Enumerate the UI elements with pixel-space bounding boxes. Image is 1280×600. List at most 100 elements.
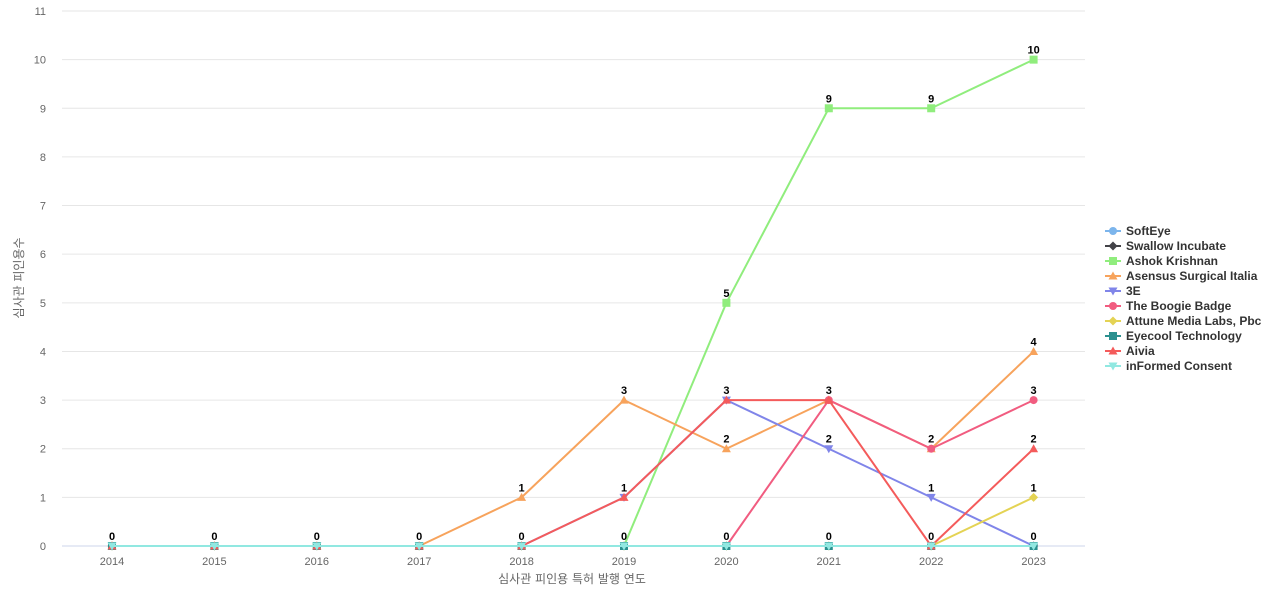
data-label: 9 (928, 93, 934, 105)
data-label: 3 (621, 385, 627, 397)
series-line (112, 399, 1035, 547)
data-point (1029, 542, 1039, 551)
legend-item[interactable]: Eyecool Technology (1105, 329, 1242, 343)
data-point (619, 395, 629, 404)
legend-label: Attune Media Labs, Pbc (1126, 314, 1262, 328)
data-label: 4 (1031, 336, 1038, 348)
data-label: 0 (928, 531, 934, 543)
data-point (721, 444, 731, 453)
y-tick-label: 9 (40, 103, 46, 115)
data-label: 5 (723, 288, 729, 300)
data-label: 0 (109, 531, 115, 543)
series-layer (107, 55, 1039, 551)
data-point (312, 542, 322, 551)
data-point (619, 542, 629, 551)
legend-item[interactable]: Ashok Krishnan (1105, 254, 1218, 268)
y-tick-label: 0 (40, 541, 46, 553)
x-tick-label: 2021 (817, 556, 841, 568)
data-point (824, 395, 834, 404)
legend-symbol (1109, 332, 1117, 340)
data-point (721, 542, 731, 551)
series-line (112, 399, 1035, 547)
data-point (824, 104, 833, 113)
data-label: 0 (1031, 531, 1037, 543)
legend-symbol (1108, 346, 1118, 355)
legend-item[interactable]: The Boogie Badge (1105, 299, 1232, 313)
data-label: 1 (519, 482, 525, 494)
data-label: 3 (826, 385, 832, 397)
data-point (619, 492, 629, 501)
legend-symbol (1108, 362, 1118, 371)
data-point (1029, 492, 1039, 502)
y-tick-label: 4 (40, 346, 46, 358)
data-point (926, 493, 936, 502)
series-the-boogie-badge (108, 396, 1038, 550)
data-point (517, 542, 527, 551)
legend-item[interactable]: 3E (1105, 284, 1141, 298)
x-tick-label: 2022 (919, 556, 943, 568)
data-point (927, 104, 936, 113)
series-aivia (107, 395, 1039, 550)
legend-symbol (1108, 271, 1118, 280)
data-label: 0 (519, 531, 525, 543)
data-label: 2 (1031, 434, 1037, 446)
data-point (517, 492, 527, 501)
x-tick-label: 2016 (305, 556, 329, 568)
data-point (722, 298, 731, 307)
legend-symbol (1109, 257, 1117, 265)
data-point (721, 395, 731, 404)
data-point (926, 542, 936, 551)
data-label: 10 (1027, 45, 1039, 57)
data-point (209, 542, 219, 551)
y-tick-label: 8 (40, 152, 46, 164)
legend-item[interactable]: Aivia (1105, 344, 1155, 358)
y-axis-title: 심사관 피인용수 (12, 237, 26, 318)
x-tick-label: 2018 (509, 556, 533, 568)
legend-item[interactable]: inFormed Consent (1105, 359, 1232, 373)
y-tick-label: 3 (40, 395, 46, 407)
legend-label: The Boogie Badge (1126, 299, 1232, 313)
x-tick-label: 2017 (407, 556, 431, 568)
series-informed-consent (107, 542, 1039, 551)
legend-symbol (1108, 241, 1118, 251)
legend-symbol (1109, 302, 1117, 310)
x-axis-ticks: 2014 2015 2016 2017 2018 2019 2020 2021 2022 2023 (100, 556, 1046, 568)
data-label: 2 (928, 434, 934, 446)
data-label: 0 (723, 531, 729, 543)
y-axis-ticks: 0 1 2 3 4 5 6 7 8 9 10 11 (34, 6, 46, 553)
y-tick-label: 1 (40, 492, 46, 504)
data-point (414, 542, 424, 551)
data-label: 9 (826, 93, 832, 105)
legend-item[interactable]: SoftEye (1105, 224, 1171, 238)
data-label: 1 (1031, 482, 1037, 494)
grid-lines (62, 10, 1085, 547)
legend-item[interactable]: Asensus Surgical Italia (1105, 269, 1258, 283)
legend-symbol (1108, 287, 1118, 296)
x-tick-label: 2014 (100, 556, 124, 568)
data-point (824, 445, 834, 454)
series-3e (107, 396, 1039, 551)
legend-label: Ashok Krishnan (1126, 254, 1218, 268)
data-point (1029, 346, 1039, 355)
data-label: 1 (928, 482, 934, 494)
data-label: 0 (211, 531, 217, 543)
data-label: 1 (621, 482, 627, 494)
data-label: 3 (723, 385, 729, 397)
legend-label: Asensus Surgical Italia (1126, 269, 1258, 283)
data-label: 2 (723, 434, 729, 446)
legend-item[interactable]: Attune Media Labs, Pbc (1105, 314, 1262, 328)
legend-label: Aivia (1126, 344, 1155, 358)
legend-item[interactable]: Swallow Incubate (1105, 239, 1226, 253)
legend-symbol (1108, 316, 1118, 326)
legend-label: SoftEye (1126, 224, 1171, 238)
x-tick-label: 2015 (202, 556, 226, 568)
data-label: 0 (416, 531, 422, 543)
data-point (1029, 396, 1038, 405)
data-point (107, 542, 117, 551)
x-tick-label: 2019 (612, 556, 636, 568)
x-axis-title: 심사관 피인용 특허 발행 연도 (498, 571, 646, 586)
legend-symbol (1109, 227, 1117, 235)
